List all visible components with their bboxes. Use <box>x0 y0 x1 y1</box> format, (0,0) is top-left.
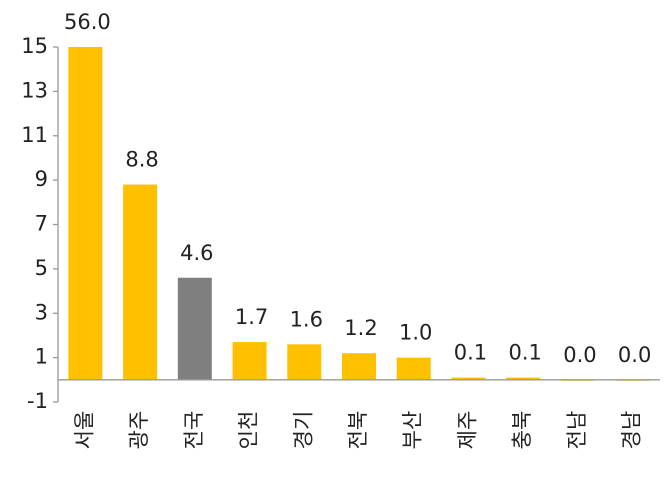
y-tick-label: 1 <box>35 345 48 369</box>
value-label: 56.0 <box>64 10 111 34</box>
x-tick-label: 전남 <box>565 411 589 450</box>
value-label: 0.0 <box>618 343 651 367</box>
y-tick-label: -1 <box>27 389 48 413</box>
x-tick-label: 경기 <box>291 411 315 450</box>
value-label: 0.0 <box>563 343 596 367</box>
bar <box>287 344 322 380</box>
bar <box>123 184 158 380</box>
value-label: 1.2 <box>344 316 377 340</box>
bar <box>396 357 431 380</box>
value-label: 1.0 <box>399 321 432 345</box>
x-tick-label: 서울 <box>72 411 96 450</box>
bar <box>232 342 267 380</box>
x-tick-label: 경남 <box>620 411 644 450</box>
value-label: 4.6 <box>180 241 213 265</box>
value-label: 8.8 <box>125 148 158 172</box>
value-label: 0.1 <box>508 341 541 365</box>
y-tick-label: 13 <box>21 78 48 102</box>
x-tick-label: 전북 <box>346 411 370 450</box>
y-tick-label: 7 <box>35 212 48 236</box>
x-tick-label: 충북 <box>510 411 534 450</box>
bar <box>451 377 486 380</box>
y-tick-label: 15 <box>21 34 48 58</box>
x-tick-label: 제주 <box>455 411 479 450</box>
value-label: 1.7 <box>235 305 268 329</box>
value-label: 1.6 <box>290 307 323 331</box>
x-tick-label: 부산 <box>401 411 425 450</box>
bar <box>68 47 103 380</box>
bar <box>342 353 376 380</box>
x-tick-label: 광주 <box>127 411 151 450</box>
y-tick-label: 3 <box>35 300 48 324</box>
y-tick-label: 11 <box>21 123 48 147</box>
x-tick-label: 전국 <box>182 411 206 450</box>
y-tick-label: 5 <box>35 256 48 280</box>
plot-area <box>68 47 650 381</box>
value-label: 0.1 <box>454 341 487 365</box>
bar <box>177 277 212 380</box>
bar <box>506 377 541 380</box>
y-tick-label: 9 <box>35 167 48 191</box>
x-tick-label: 인천 <box>237 411 261 450</box>
